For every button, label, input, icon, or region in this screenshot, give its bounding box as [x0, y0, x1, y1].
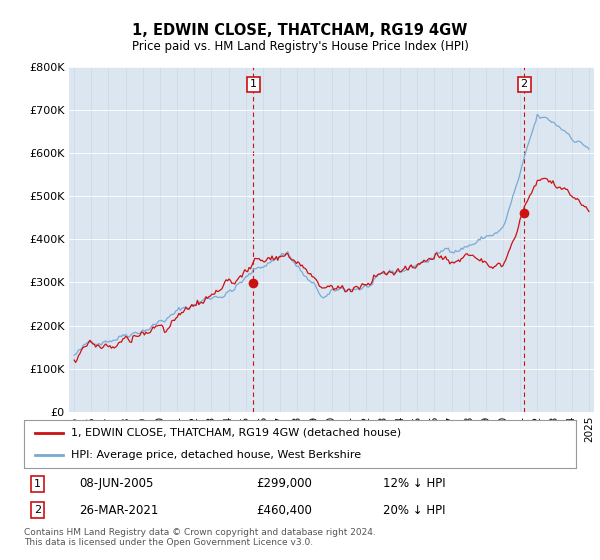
Text: 26-MAR-2021: 26-MAR-2021: [79, 504, 158, 517]
Text: 08-JUN-2005: 08-JUN-2005: [79, 477, 154, 490]
Text: £299,000: £299,000: [256, 477, 312, 490]
Text: 12% ↓ HPI: 12% ↓ HPI: [383, 477, 445, 490]
Text: 2: 2: [521, 80, 528, 90]
Text: 2: 2: [34, 505, 41, 515]
Text: £460,400: £460,400: [256, 504, 312, 517]
Text: Price paid vs. HM Land Registry's House Price Index (HPI): Price paid vs. HM Land Registry's House …: [131, 40, 469, 53]
Text: 1, EDWIN CLOSE, THATCHAM, RG19 4GW: 1, EDWIN CLOSE, THATCHAM, RG19 4GW: [133, 24, 467, 38]
Text: Contains HM Land Registry data © Crown copyright and database right 2024.
This d: Contains HM Land Registry data © Crown c…: [24, 528, 376, 547]
Text: 1: 1: [34, 479, 41, 489]
Text: 1: 1: [250, 80, 257, 90]
Text: HPI: Average price, detached house, West Berkshire: HPI: Average price, detached house, West…: [71, 450, 361, 460]
Text: 1, EDWIN CLOSE, THATCHAM, RG19 4GW (detached house): 1, EDWIN CLOSE, THATCHAM, RG19 4GW (deta…: [71, 428, 401, 438]
Text: 20% ↓ HPI: 20% ↓ HPI: [383, 504, 445, 517]
